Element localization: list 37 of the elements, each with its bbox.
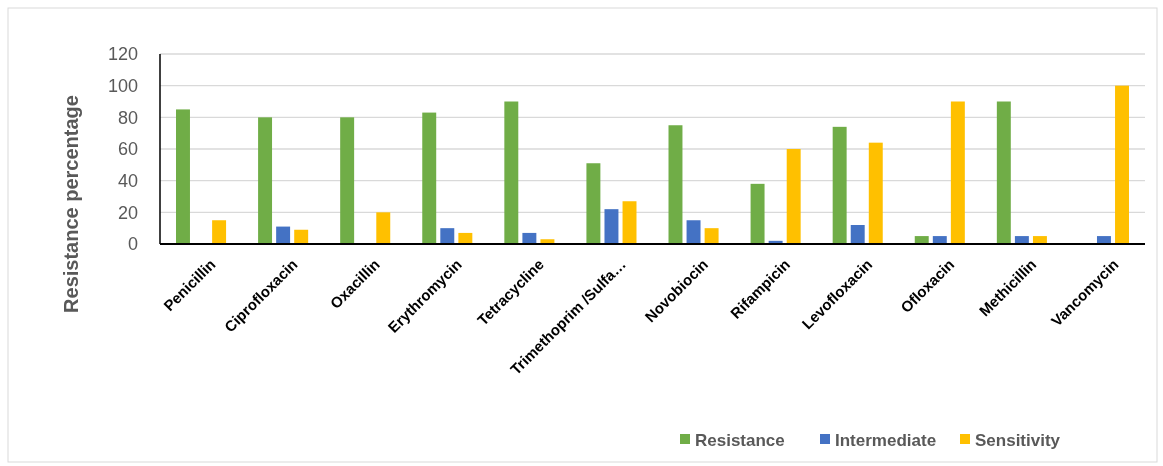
bar [522,232,537,244]
bar [504,101,519,244]
bar [786,149,801,244]
bar [750,183,765,244]
bar [996,101,1011,244]
y-tick-label: 20 [117,202,138,223]
bar [294,229,309,244]
y-tick-label: 60 [117,139,138,160]
legend-label: Sensitivity [975,430,1061,450]
bar [376,212,391,244]
y-axis-title: Resistance percentage [60,95,82,313]
bar [258,117,273,244]
bar [458,232,473,244]
bar [686,220,701,244]
legend-label: Intermediate [835,430,937,450]
bar [850,225,865,244]
y-tick-label: 0 [127,234,138,255]
bar [832,126,847,244]
bar [604,209,619,244]
bar [422,112,437,244]
bar [1115,85,1129,244]
y-tick-label: 40 [117,170,138,191]
bar [668,125,683,244]
y-tick-label: 100 [107,75,138,96]
bar [276,226,291,244]
bar [868,142,883,244]
legend-label: Resistance [695,430,785,450]
bar [950,101,965,244]
bar [340,117,355,244]
bar [586,163,601,244]
bar [440,228,455,244]
bar [212,220,227,244]
y-tick-label: 120 [107,44,138,65]
bar [622,201,637,244]
bar [176,109,190,244]
bar [704,228,719,244]
y-tick-label: 80 [117,107,138,128]
